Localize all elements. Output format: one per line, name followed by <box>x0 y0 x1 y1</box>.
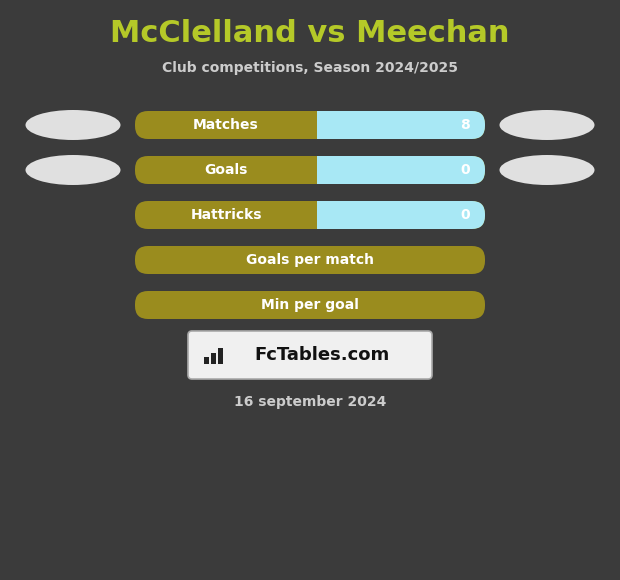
FancyBboxPatch shape <box>317 156 485 184</box>
Ellipse shape <box>500 155 595 185</box>
Text: McClelland vs Meechan: McClelland vs Meechan <box>110 19 510 48</box>
FancyBboxPatch shape <box>135 291 485 319</box>
Bar <box>204 357 209 364</box>
FancyBboxPatch shape <box>135 246 485 274</box>
Text: Goals: Goals <box>205 163 247 177</box>
FancyBboxPatch shape <box>135 201 485 229</box>
Text: Matches: Matches <box>193 118 259 132</box>
Bar <box>317 201 332 229</box>
Bar <box>218 348 223 364</box>
Bar <box>317 156 332 184</box>
Text: 0: 0 <box>460 163 470 177</box>
Text: FcTables.com: FcTables.com <box>254 346 389 364</box>
Text: Goals per match: Goals per match <box>246 253 374 267</box>
Text: 8: 8 <box>460 118 470 132</box>
FancyBboxPatch shape <box>317 111 485 139</box>
Text: Club competitions, Season 2024/2025: Club competitions, Season 2024/2025 <box>162 61 458 75</box>
Text: 0: 0 <box>460 208 470 222</box>
Bar <box>317 111 332 139</box>
FancyBboxPatch shape <box>135 156 485 184</box>
FancyBboxPatch shape <box>317 201 485 229</box>
Text: 16 september 2024: 16 september 2024 <box>234 395 386 409</box>
Text: Min per goal: Min per goal <box>261 298 359 312</box>
Ellipse shape <box>25 110 120 140</box>
FancyBboxPatch shape <box>188 331 432 379</box>
FancyBboxPatch shape <box>135 111 485 139</box>
Text: Hattricks: Hattricks <box>190 208 262 222</box>
Bar <box>211 353 216 364</box>
Ellipse shape <box>500 110 595 140</box>
Ellipse shape <box>25 155 120 185</box>
